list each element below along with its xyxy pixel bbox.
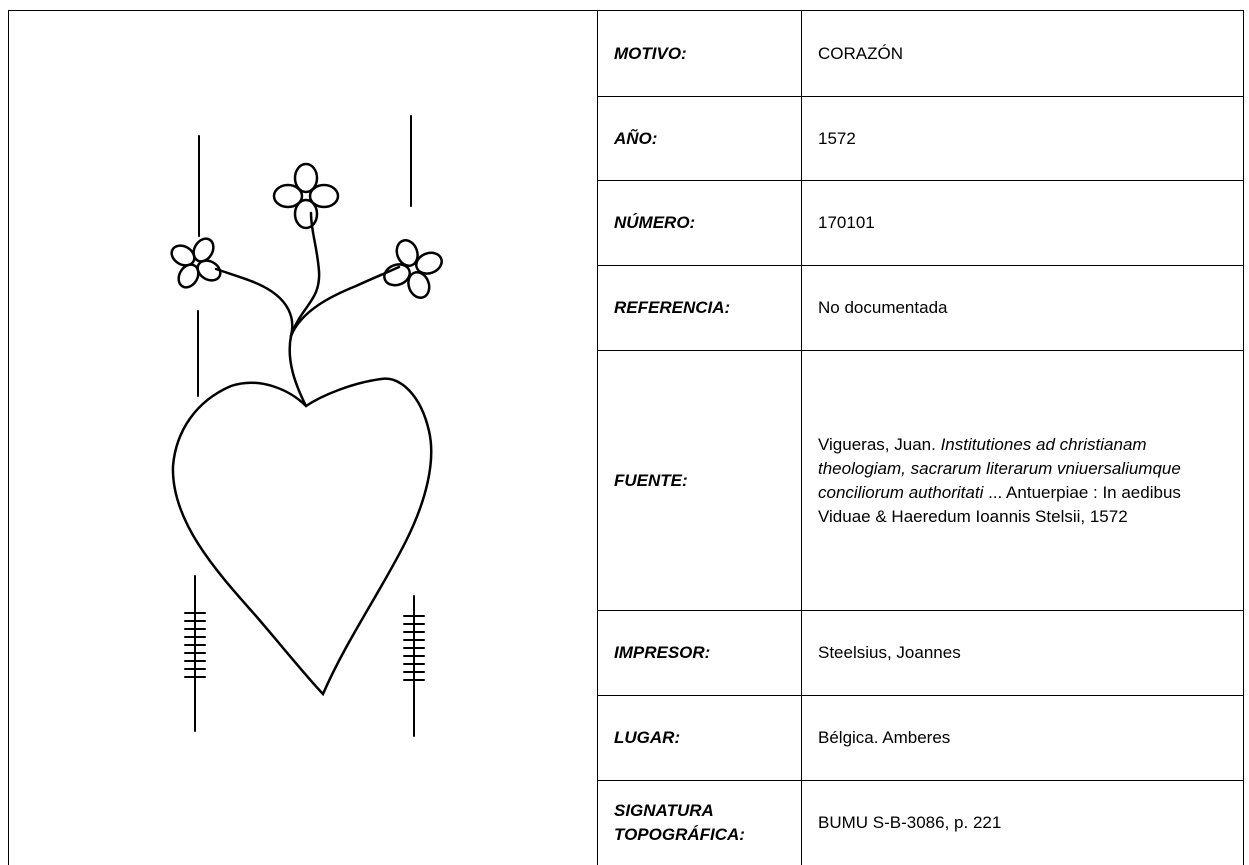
value: BUMU S-B-3086, p. 221	[801, 780, 1244, 865]
row: AÑO: 1572	[597, 96, 1244, 181]
label: NÚMERO:	[597, 180, 802, 266]
label: LUGAR:	[597, 695, 802, 781]
info-table: MOTIVO: CORAZÓN AÑO: 1572 NÚMERO: 170101 RE…	[597, 10, 1244, 865]
label: SIGNATURA TOPOGRÁFICA:	[597, 780, 802, 865]
value: CORAZÓN	[801, 10, 1244, 97]
watermark-drawing	[170, 115, 443, 737]
row: REFERENCIA: No documentada	[597, 265, 1244, 351]
row: LUGAR: Bélgica. Amberes	[597, 695, 1244, 781]
value: Steelsius, Joannes	[801, 610, 1244, 696]
row: FUENTE: Vigueras, Juan. Institutiones ad …	[597, 350, 1244, 611]
value: No documentada	[801, 265, 1244, 351]
flower	[272, 162, 340, 230]
label: MOTIVO:	[597, 10, 802, 97]
label: IMPRESOR:	[597, 610, 802, 696]
value-text: Vigueras, Juan.	[818, 434, 936, 454]
value-title: Institutiones ad christianam theologiam,…	[818, 434, 1181, 502]
row: NÚMERO: 170101	[597, 180, 1244, 266]
label: REFERENCIA:	[597, 265, 802, 351]
watermark-cell	[8, 10, 597, 865]
row: IMPRESOR: Steelsius, Joannes	[597, 610, 1244, 696]
value: Bélgica. Amberes	[801, 695, 1244, 781]
flower	[383, 239, 443, 299]
value-text: ... Antuerpiae : In aedibus Viduae & Hae…	[818, 482, 1181, 526]
flower	[170, 237, 222, 289]
row: SIGNATURA TOPOGRÁFICA: BUMU S-B-3086, p. …	[597, 780, 1244, 865]
value: 1572	[801, 96, 1244, 181]
label: FUENTE:	[597, 350, 802, 611]
label: AÑO:	[597, 96, 802, 181]
value: 170101	[801, 180, 1244, 266]
value: Vigueras, Juan. Institutiones ad christi…	[801, 350, 1244, 611]
row: MOTIVO: CORAZÓN	[597, 10, 1244, 97]
